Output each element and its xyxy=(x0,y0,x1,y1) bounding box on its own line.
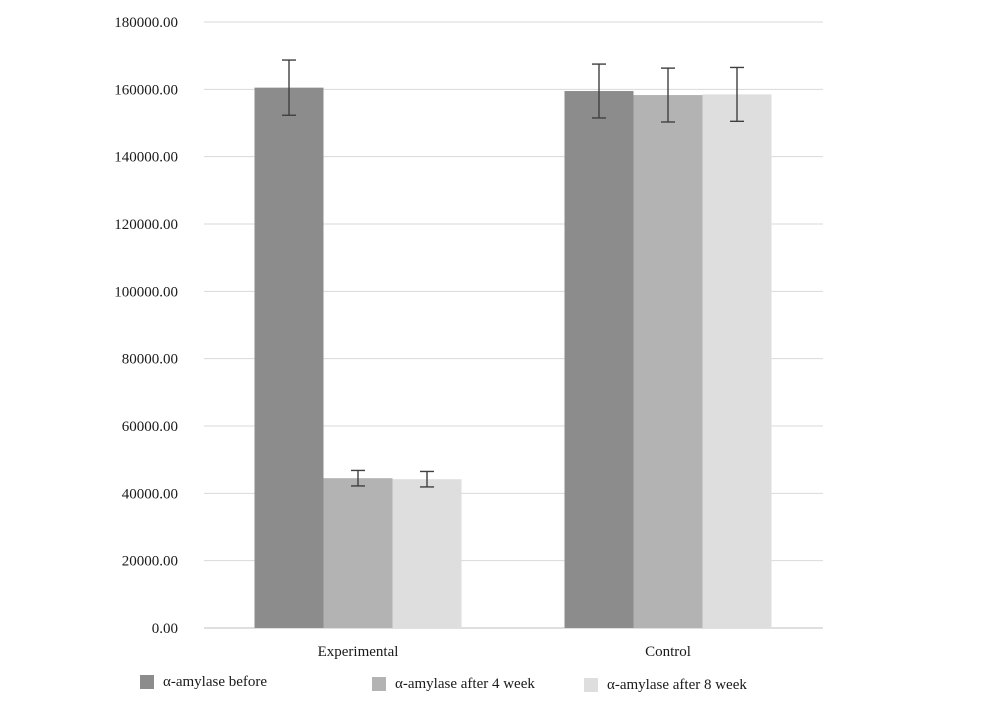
legend-label: α-amylase after 8 week xyxy=(607,677,747,693)
y-tick-label: 40000.00 xyxy=(122,486,178,502)
y-tick-label: 140000.00 xyxy=(114,150,178,166)
y-axis-tick-labels: 0.00 20000.00 40000.00 60000.00 80000.00 1000… xyxy=(114,15,178,637)
bar xyxy=(323,478,393,628)
error-bar xyxy=(282,59,296,116)
error-bar xyxy=(351,469,365,487)
legend-swatch xyxy=(372,677,386,691)
error-bar xyxy=(420,470,434,488)
x-category-label: Experimental xyxy=(318,644,399,660)
error-bar xyxy=(592,63,606,119)
legend-label: α-amylase before xyxy=(163,674,267,690)
legend-swatch xyxy=(584,678,598,692)
y-tick-label: 160000.00 xyxy=(114,82,178,98)
bar xyxy=(254,87,324,628)
error-bars xyxy=(282,59,744,488)
y-tick-label: 100000.00 xyxy=(114,284,178,300)
y-tick-label: 20000.00 xyxy=(122,554,178,570)
bar xyxy=(633,95,703,629)
error-bar xyxy=(730,66,744,123)
legend-item: α-amylase before xyxy=(140,674,267,690)
bar xyxy=(564,91,634,629)
error-bar xyxy=(661,67,675,123)
y-tick-label: 80000.00 xyxy=(122,352,178,368)
x-category-label: Control xyxy=(645,644,691,660)
y-tick-label: 0.00 xyxy=(152,621,178,637)
y-tick-label: 60000.00 xyxy=(122,419,178,435)
y-tick-label: 120000.00 xyxy=(114,217,178,233)
legend-swatch xyxy=(140,675,154,689)
bar xyxy=(702,94,772,629)
legend-label: α-amylase after 4 week xyxy=(395,676,535,692)
legend-item: α-amylase after 8 week xyxy=(584,677,747,693)
x-axis-category-labels: Experimental Control xyxy=(318,644,691,660)
bars xyxy=(254,87,772,629)
y-tick-label: 180000.00 xyxy=(114,15,178,31)
legend-item: α-amylase after 4 week xyxy=(372,676,535,692)
legend: α-amylase before α-amylase after 4 week α-… xyxy=(140,674,747,693)
bar xyxy=(392,479,462,628)
